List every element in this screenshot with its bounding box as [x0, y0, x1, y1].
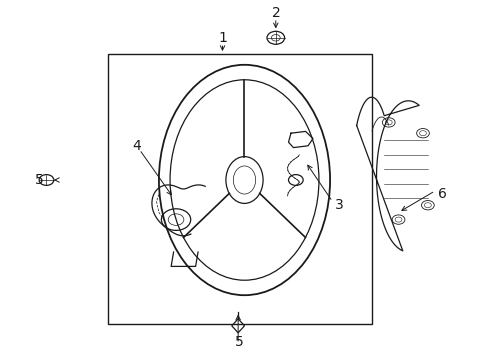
Text: 6: 6 — [437, 188, 446, 201]
Text: 5: 5 — [235, 335, 244, 349]
Text: 3: 3 — [334, 198, 343, 212]
Text: 2: 2 — [271, 6, 280, 20]
Bar — [107, 54, 371, 324]
Text: 1: 1 — [218, 31, 226, 45]
Text: 4: 4 — [132, 139, 141, 153]
Text: 5: 5 — [35, 173, 43, 187]
